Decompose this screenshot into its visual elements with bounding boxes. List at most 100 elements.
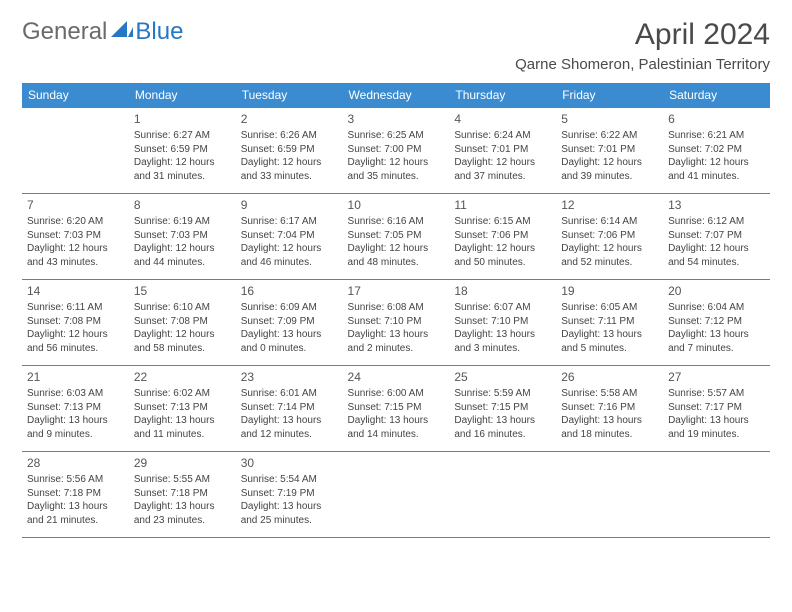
sunrise-text: Sunrise: 5:59 AM bbox=[454, 387, 551, 401]
daylight-text: and 12 minutes. bbox=[241, 428, 338, 442]
sunset-text: Sunset: 7:04 PM bbox=[241, 229, 338, 243]
sunset-text: Sunset: 7:14 PM bbox=[241, 401, 338, 415]
day-cell: 7Sunrise: 6:20 AMSunset: 7:03 PMDaylight… bbox=[22, 194, 129, 280]
day-cell: 24 Sunrise: 6:00 AMSunset: 7:15 PMDayligh… bbox=[343, 366, 450, 452]
daylight-text: Daylight: 12 hours bbox=[134, 328, 231, 342]
week-row: 28 Sunrise: 5:56 AM Sunset: 7:18 PMDayligh… bbox=[22, 452, 770, 538]
daylight-text: and 54 minutes. bbox=[668, 256, 765, 270]
sunrise-text: Sunrise: 5:56 AM bbox=[27, 473, 124, 487]
day-cell: 23 Sunrise: 6:01 AMSunset: 7:14 PMDayligh… bbox=[236, 366, 343, 452]
day-cell: 21Sunrise: 6:03 AMSunset: 7:13 PMDayligh… bbox=[22, 366, 129, 452]
day-number: 24 bbox=[348, 369, 445, 385]
sunset-text: Sunset: 7:17 PM bbox=[668, 401, 765, 415]
day-number: 23 bbox=[241, 369, 338, 385]
daylight-text: and 11 minutes. bbox=[134, 428, 231, 442]
sunrise-text: Sunrise: 5:55 AM bbox=[134, 473, 231, 487]
sunset-text: Sunset: 7:00 PM bbox=[348, 143, 445, 157]
daylight-text: and 0 minutes. bbox=[241, 342, 338, 356]
daylight-text: and 41 minutes. bbox=[668, 170, 765, 184]
daylight-text: Daylight: 13 hours bbox=[134, 500, 231, 514]
sunset-text: Sunset: 7:08 PM bbox=[27, 315, 124, 329]
day-number: 25 bbox=[454, 369, 551, 385]
sunrise-text: Sunrise: 6:22 AM bbox=[561, 129, 658, 143]
day-header: Wednesday bbox=[343, 83, 450, 108]
sunrise-text: Sunrise: 5:54 AM bbox=[241, 473, 338, 487]
sunrise-text: Sunrise: 6:00 AM bbox=[348, 387, 445, 401]
day-number: 12 bbox=[561, 197, 658, 213]
daylight-text: Daylight: 13 hours bbox=[348, 414, 445, 428]
sunrise-text: Sunrise: 6:15 AM bbox=[454, 215, 551, 229]
sunset-text: Sunset: 7:01 PM bbox=[454, 143, 551, 157]
day-header: Friday bbox=[556, 83, 663, 108]
day-cell: 28Sunrise: 5:56 AMSunset: 7:18 PMDayligh… bbox=[22, 452, 129, 538]
day-number: 10 bbox=[348, 197, 445, 213]
day-cell: 10Sunrise: 6:16 AMSunset: 7:05 PMDayligh… bbox=[343, 194, 450, 280]
day-number: 3 bbox=[348, 111, 445, 127]
day-number: 16 bbox=[241, 283, 338, 299]
daylight-text: Daylight: 12 hours bbox=[454, 156, 551, 170]
empty-cell bbox=[449, 452, 556, 538]
sunrise-text: Sunrise: 6:24 AM bbox=[454, 129, 551, 143]
title-block: April 2024 Qarne Shomeron, Palestinian T… bbox=[515, 18, 770, 73]
day-cell: 14 Sunrise: 6:11 AMSunset: 7:08 PMDayligh… bbox=[22, 280, 129, 366]
day-number: 29 bbox=[134, 455, 231, 471]
day-number: 11 bbox=[454, 197, 551, 213]
day-cell: 25 Sunrise: 5:59 AMSunset: 7:15 PMDayligh… bbox=[449, 366, 556, 452]
sunrise-text: Sunrise: 6:01 AM bbox=[241, 387, 338, 401]
brand-part1: General bbox=[22, 18, 107, 46]
day-number: 14 bbox=[27, 283, 124, 299]
day-header: Tuesday bbox=[236, 83, 343, 108]
daylight-text: and 18 minutes. bbox=[561, 428, 658, 442]
empty-cell bbox=[343, 452, 450, 538]
sunset-text: Sunset: 7:18 PM bbox=[134, 487, 231, 501]
day-number: 7 bbox=[27, 197, 124, 213]
daylight-text: and 52 minutes. bbox=[561, 256, 658, 270]
sunrise-text: Sunrise: 6:26 AM bbox=[241, 129, 338, 143]
daylight-text: Daylight: 12 hours bbox=[561, 156, 658, 170]
day-number: 8 bbox=[134, 197, 231, 213]
sunrise-text: Sunrise: 6:25 AM bbox=[348, 129, 445, 143]
week-row: 21Sunrise: 6:03 AMSunset: 7:13 PMDayligh… bbox=[22, 366, 770, 452]
calendar-table: SundayMondayTuesdayWednesdayThursdayFrid… bbox=[22, 83, 770, 538]
day-number: 17 bbox=[348, 283, 445, 299]
brand-part2: Blue bbox=[135, 18, 183, 46]
day-number: 21 bbox=[27, 369, 124, 385]
daylight-text: Daylight: 12 hours bbox=[454, 242, 551, 256]
day-number: 22 bbox=[134, 369, 231, 385]
empty-cell bbox=[663, 452, 770, 538]
daylight-text: and 21 minutes. bbox=[27, 514, 124, 528]
day-cell: 2Sunrise: 6:26 AMSunset: 6:59 PMDaylight… bbox=[236, 108, 343, 194]
empty-cell bbox=[22, 108, 129, 194]
daylight-text: Daylight: 13 hours bbox=[454, 414, 551, 428]
day-cell: 18Sunrise: 6:07 AMSunset: 7:10 PMDayligh… bbox=[449, 280, 556, 366]
sunset-text: Sunset: 7:10 PM bbox=[454, 315, 551, 329]
day-number: 13 bbox=[668, 197, 765, 213]
sunrise-text: Sunrise: 6:11 AM bbox=[27, 301, 124, 315]
day-header: Saturday bbox=[663, 83, 770, 108]
sunset-text: Sunset: 6:59 PM bbox=[134, 143, 231, 157]
week-row: 1Sunrise: 6:27 AMSunset: 6:59 PMDaylight… bbox=[22, 108, 770, 194]
daylight-text: Daylight: 12 hours bbox=[27, 328, 124, 342]
day-header: Sunday bbox=[22, 83, 129, 108]
sunrise-text: Sunrise: 6:20 AM bbox=[27, 215, 124, 229]
sunrise-text: Sunrise: 6:16 AM bbox=[348, 215, 445, 229]
sunset-text: Sunset: 7:15 PM bbox=[454, 401, 551, 415]
sunrise-text: Sunrise: 6:04 AM bbox=[668, 301, 765, 315]
day-number: 15 bbox=[134, 283, 231, 299]
sunrise-text: Sunrise: 5:57 AM bbox=[668, 387, 765, 401]
sunset-text: Sunset: 7:06 PM bbox=[561, 229, 658, 243]
day-cell: 5Sunrise: 6:22 AMSunset: 7:01 PMDaylight… bbox=[556, 108, 663, 194]
daylight-text: Daylight: 13 hours bbox=[241, 414, 338, 428]
sunset-text: Sunset: 7:05 PM bbox=[348, 229, 445, 243]
sunset-text: Sunset: 7:15 PM bbox=[348, 401, 445, 415]
day-number: 4 bbox=[454, 111, 551, 127]
daylight-text: Daylight: 13 hours bbox=[561, 414, 658, 428]
daylight-text: and 56 minutes. bbox=[27, 342, 124, 356]
sunrise-text: Sunrise: 6:17 AM bbox=[241, 215, 338, 229]
day-number: 18 bbox=[454, 283, 551, 299]
day-number: 28 bbox=[27, 455, 124, 471]
day-number: 1 bbox=[134, 111, 231, 127]
day-cell: 27Sunrise: 5:57 AMSunset: 7:17 PMDayligh… bbox=[663, 366, 770, 452]
daylight-text: and 33 minutes. bbox=[241, 170, 338, 184]
day-cell: 29 Sunrise: 5:55 AMSunset: 7:18 PMDayligh… bbox=[129, 452, 236, 538]
